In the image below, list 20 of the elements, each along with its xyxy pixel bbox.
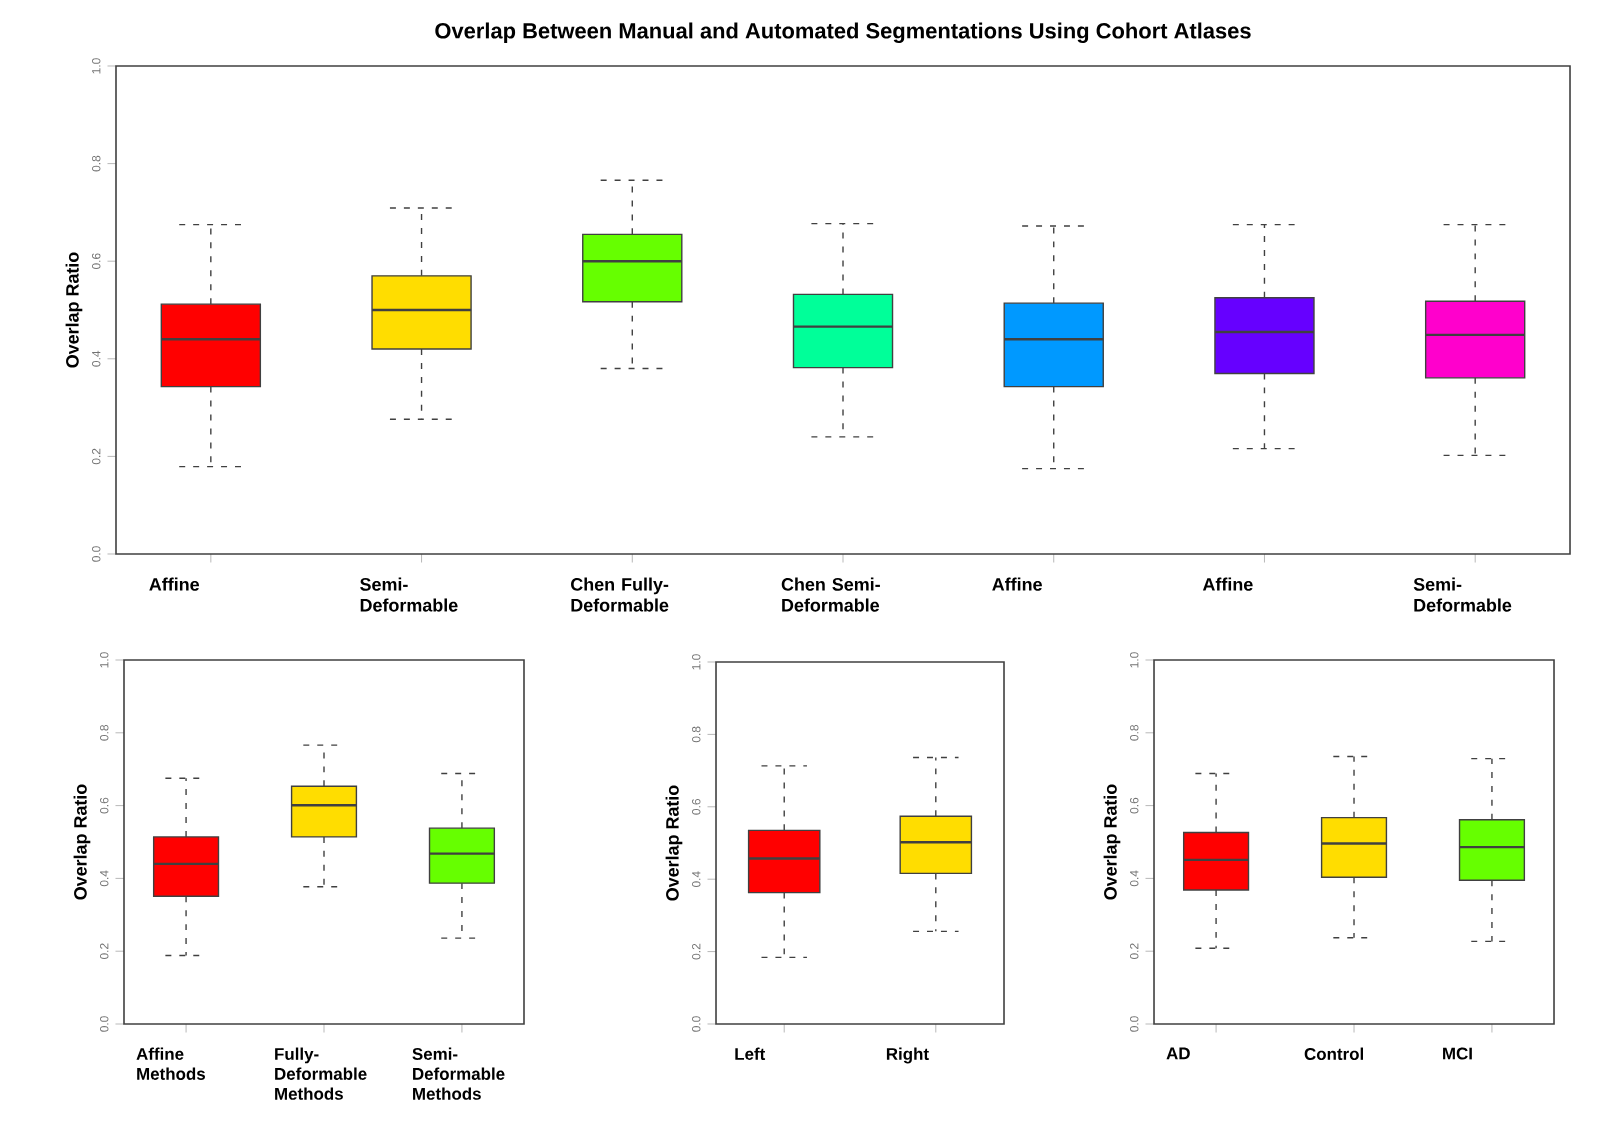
x-tick-label: Semi-Deformable [1413, 577, 1512, 612]
x-tick-label: Affine [149, 577, 200, 591]
x-tick-label: Fully-Deformable Methods [275, 1047, 367, 1100]
x-tick-label: Control [1304, 1047, 1364, 1060]
x-tick-label: Left [735, 1047, 766, 1060]
x-tick-label: Right [886, 1047, 929, 1064]
y-axis-title: Overlap Ratio [665, 785, 683, 901]
chart-title: Overlap Between Manual and Automated Segmentations Using Cohort Atlases [435, 22, 1251, 44]
x-tick-label: Affine [1202, 577, 1253, 591]
x-tick-label: MCI [1443, 1047, 1472, 1060]
x-tick-label: AD [1166, 1047, 1190, 1060]
x-tick-label: Semi-Deformable [360, 577, 458, 612]
x-tick-label: Chen Fully-Deformable [571, 577, 669, 612]
y-axis-title: Overlap Ratio [65, 252, 83, 368]
x-tick-label: Chen Semi-Deformable [781, 577, 880, 612]
y-axis-title: Overlap Ratio [73, 784, 91, 900]
x-tick-label: Affine [992, 577, 1042, 591]
y-axis-title: Overlap Ratio [1103, 784, 1121, 900]
x-tick-label: Affine Methods [136, 1047, 205, 1080]
x-tick-label: Semi-Deformable Methods [412, 1047, 505, 1100]
